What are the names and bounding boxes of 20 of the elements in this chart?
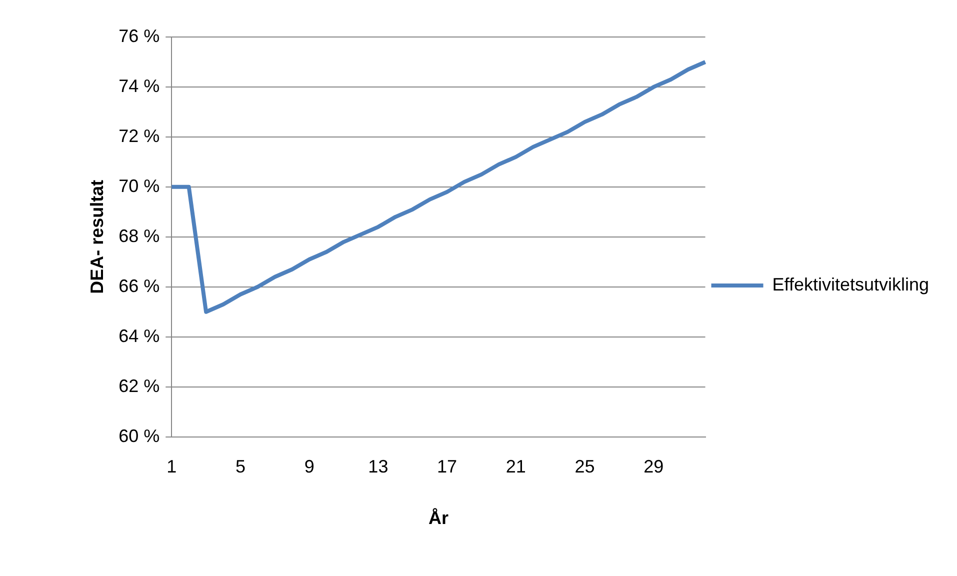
x-tick-label: 29 [644, 456, 664, 477]
x-tick-label: 17 [437, 456, 458, 477]
x-tick-label: 25 [574, 456, 595, 477]
x-tick-label: 5 [235, 456, 246, 477]
y-tick-label: 76 % [118, 26, 160, 46]
y-tick-label: 72 % [118, 126, 160, 146]
x-axis-title: År [428, 508, 448, 528]
x-tick-label: 1 [166, 456, 177, 477]
y-tick-label: 74 % [118, 76, 160, 96]
y-tick-label: 68 % [118, 226, 160, 246]
y-tick-label: 62 % [118, 376, 160, 396]
x-tick-label: 13 [368, 456, 388, 477]
legend-label: Effektivitetsutvikling [772, 274, 930, 294]
y-axis-title: DEA- resultat [86, 180, 107, 294]
y-tick-label: 60 % [118, 426, 160, 446]
y-tick-label: 70 % [118, 176, 160, 196]
x-tick-label: 21 [506, 456, 526, 477]
y-tick-label: 66 % [118, 276, 160, 296]
x-tick-label: 9 [304, 456, 314, 477]
y-tick-label: 64 % [118, 326, 160, 346]
